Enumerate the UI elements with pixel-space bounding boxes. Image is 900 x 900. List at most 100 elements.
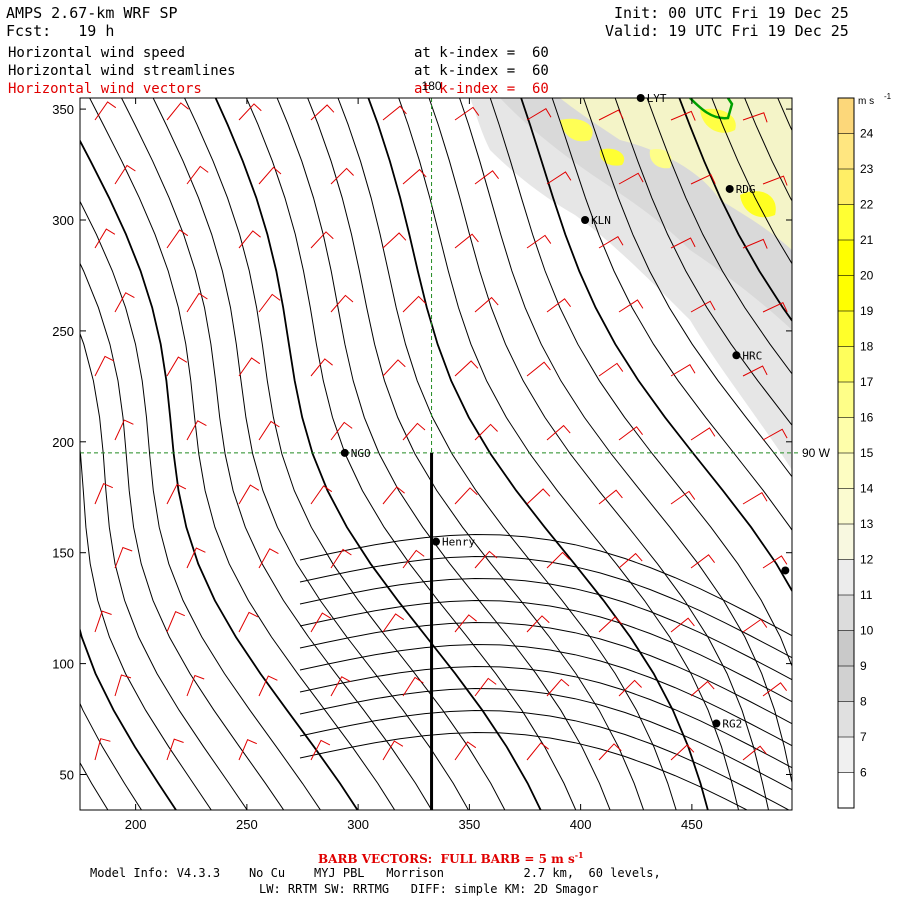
wind-barb	[762, 555, 788, 569]
wind-barb	[402, 422, 426, 441]
colorbar-bin	[838, 133, 854, 169]
station-label: KLN	[591, 214, 611, 227]
streamline	[120, 98, 433, 810]
station-marker	[725, 184, 734, 193]
wind-barb	[310, 358, 333, 377]
wind-barb	[402, 676, 424, 697]
wind-barb	[598, 236, 624, 249]
wind-barb	[618, 172, 644, 185]
wind-barb	[166, 611, 185, 633]
wind-barb	[670, 237, 696, 249]
wind-barb	[742, 745, 767, 761]
x-tick-label: 200	[125, 817, 147, 832]
station-label: Henry	[442, 536, 475, 549]
wind-barb	[382, 486, 405, 505]
reference-lines: 180 90 W	[80, 79, 831, 460]
wind-barb	[598, 489, 623, 505]
streamline	[299, 599, 792, 703]
model-info: Model Info: V4.3.3 No Cu MYJ PBL Morriso…	[90, 866, 661, 880]
wind-barb	[690, 427, 716, 441]
streamline	[80, 262, 285, 810]
streamline	[299, 731, 749, 810]
streamline	[489, 98, 792, 668]
colorbar-label: 12	[860, 553, 874, 567]
station-marker	[712, 719, 721, 728]
streamline	[80, 200, 322, 810]
streamline	[299, 687, 792, 791]
colorbar-unit-exp: -1	[884, 92, 892, 101]
colorbar-label: 22	[860, 198, 874, 212]
colorbar-bin	[838, 630, 854, 666]
streamline	[214, 98, 542, 810]
wind-barb	[114, 292, 135, 313]
streamline	[89, 98, 396, 810]
wind-barb	[598, 362, 624, 377]
colorbar-bin	[838, 595, 854, 631]
wind-barb	[382, 232, 407, 249]
wind-barb	[474, 550, 498, 569]
streamline	[299, 577, 792, 681]
colorbar-bin	[838, 346, 854, 382]
field-level-vectors: at k-index = 60	[414, 81, 549, 97]
wind-barb	[310, 231, 334, 249]
colorbar-bin	[838, 666, 854, 702]
wind-barb	[402, 549, 425, 569]
wind-barb	[238, 739, 257, 761]
colorbar-bin	[838, 737, 854, 773]
wind-barb	[258, 166, 282, 185]
streamline	[551, 98, 792, 532]
station-marker	[732, 351, 741, 360]
colorbar-bin	[838, 524, 854, 560]
colorbar-bin	[838, 382, 854, 418]
streamline	[152, 98, 469, 810]
wind-barb	[618, 552, 643, 569]
wind-barb	[598, 109, 624, 121]
wind-barb	[330, 676, 351, 697]
wind-barb	[402, 295, 426, 313]
y-tick-label: 100	[52, 657, 74, 672]
streamline	[80, 626, 178, 810]
field-level-streamlines: at k-index = 60	[414, 63, 549, 79]
colorbar-label: 14	[860, 482, 874, 496]
streamline	[711, 98, 792, 265]
wind-barb	[526, 234, 552, 249]
colorbar-bin	[838, 311, 854, 347]
wind-barb	[186, 547, 206, 569]
wind-barb	[330, 294, 354, 313]
meridian-90w-label: 90 W	[802, 446, 831, 460]
wind-barb	[382, 105, 407, 121]
station-label: RG2	[722, 717, 742, 730]
colorbar-unit: m s	[858, 96, 874, 107]
wind-barb	[166, 356, 188, 377]
wind-barb	[762, 175, 788, 186]
streamline	[520, 98, 792, 593]
y-tick-label: 350	[52, 102, 74, 117]
wind-barb	[238, 484, 260, 505]
wind-barb	[94, 483, 113, 505]
wind-barb	[670, 110, 696, 121]
colorbar-label: 11	[860, 588, 873, 602]
wind-barb	[114, 546, 133, 569]
wind-barb	[454, 360, 479, 377]
x-tick-label: 400	[570, 817, 592, 832]
wind-barb	[474, 677, 497, 697]
wind-barb	[94, 228, 116, 249]
wind-barb	[186, 674, 205, 697]
wind-barb	[186, 165, 209, 185]
streamline	[80, 139, 359, 810]
wind-barb	[618, 679, 642, 697]
streamline	[299, 533, 792, 637]
wind-barb	[114, 674, 132, 697]
y-tick-label: 150	[52, 546, 74, 561]
colorbar-bin	[838, 98, 854, 134]
wind-barb	[238, 103, 262, 121]
wind-barb	[402, 168, 427, 185]
wind-barb	[454, 233, 479, 249]
field-level-speed: at k-index = 60	[414, 45, 549, 61]
colorbar-label: 18	[860, 340, 874, 354]
y-tick-label: 250	[52, 324, 74, 339]
colorbar-label: 20	[860, 269, 874, 283]
wind-barb	[546, 298, 571, 313]
valid-time: Valid: 19 UTC Fri 19 Dec 25	[605, 22, 849, 40]
field-name-streamlines: Horizontal wind streamlines	[8, 63, 236, 79]
